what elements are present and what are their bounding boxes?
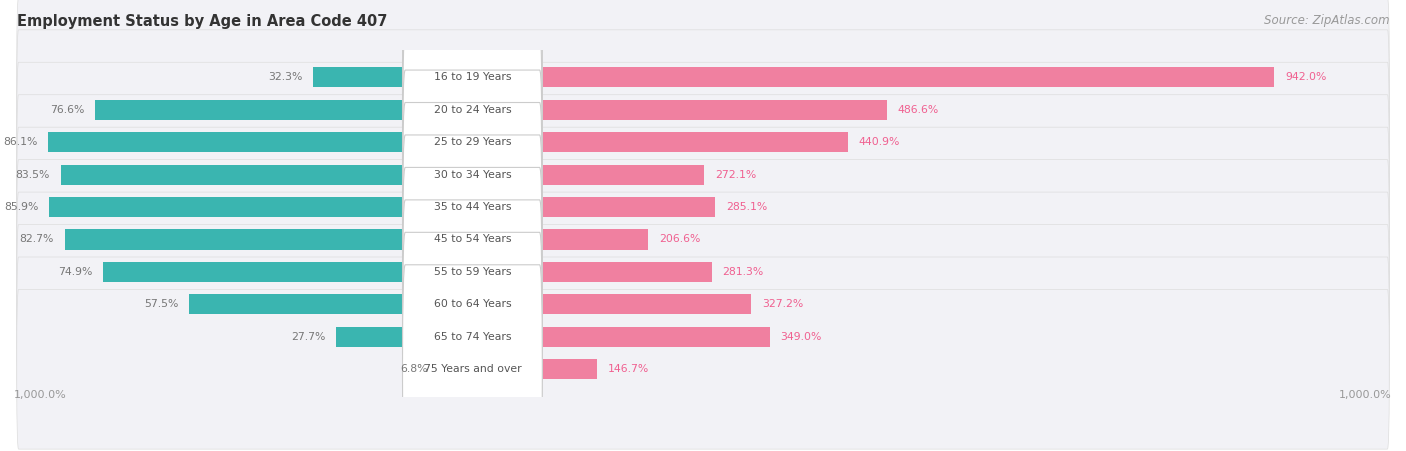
Bar	[472, 132, 848, 152]
Text: 6.8%: 6.8%	[401, 364, 429, 374]
Bar	[472, 295, 751, 314]
FancyBboxPatch shape	[17, 225, 1389, 384]
Text: 146.7%: 146.7%	[607, 364, 650, 374]
Text: Employment Status by Age in Area Code 407: Employment Status by Age in Area Code 40…	[17, 14, 387, 28]
Text: 349.0%: 349.0%	[780, 332, 821, 342]
Bar	[103, 262, 472, 282]
FancyBboxPatch shape	[17, 290, 1389, 449]
Text: 74.9%: 74.9%	[58, 267, 93, 277]
Text: 1,000.0%: 1,000.0%	[1339, 390, 1392, 400]
FancyBboxPatch shape	[402, 200, 543, 409]
Text: 1,000.0%: 1,000.0%	[14, 390, 67, 400]
Text: 76.6%: 76.6%	[49, 105, 84, 115]
Text: 83.5%: 83.5%	[15, 170, 51, 179]
Bar	[472, 197, 716, 217]
Bar	[188, 295, 472, 314]
Text: 206.6%: 206.6%	[659, 235, 700, 244]
Text: 272.1%: 272.1%	[714, 170, 756, 179]
Bar	[472, 165, 704, 184]
FancyBboxPatch shape	[17, 0, 1389, 157]
FancyBboxPatch shape	[17, 192, 1389, 352]
Text: 65 to 74 Years: 65 to 74 Years	[433, 332, 512, 342]
FancyBboxPatch shape	[17, 257, 1389, 417]
Text: 55 to 59 Years: 55 to 59 Years	[433, 267, 512, 277]
FancyBboxPatch shape	[17, 127, 1389, 287]
Bar	[472, 359, 598, 379]
Text: 20 to 24 Years: 20 to 24 Years	[433, 105, 512, 115]
Text: 35 to 44 Years: 35 to 44 Years	[433, 202, 512, 212]
Text: 85.9%: 85.9%	[4, 202, 38, 212]
Text: Source: ZipAtlas.com: Source: ZipAtlas.com	[1264, 14, 1389, 27]
Bar	[472, 100, 887, 120]
FancyBboxPatch shape	[17, 30, 1389, 189]
Bar	[48, 132, 472, 152]
FancyBboxPatch shape	[402, 70, 543, 279]
Bar	[336, 327, 472, 347]
Bar	[439, 359, 472, 379]
FancyBboxPatch shape	[402, 135, 543, 344]
FancyBboxPatch shape	[402, 167, 543, 377]
FancyBboxPatch shape	[402, 232, 543, 442]
FancyBboxPatch shape	[17, 160, 1389, 319]
Bar	[314, 67, 472, 87]
Bar	[472, 67, 1274, 87]
Text: 281.3%: 281.3%	[723, 267, 763, 277]
FancyBboxPatch shape	[402, 265, 543, 451]
Text: 27.7%: 27.7%	[291, 332, 325, 342]
Bar	[472, 327, 769, 347]
Text: 440.9%: 440.9%	[859, 137, 900, 147]
Bar	[49, 197, 472, 217]
Text: 60 to 64 Years: 60 to 64 Years	[433, 299, 512, 309]
Text: 45 to 54 Years: 45 to 54 Years	[433, 235, 512, 244]
Text: 25 to 29 Years: 25 to 29 Years	[433, 137, 512, 147]
Text: 30 to 34 Years: 30 to 34 Years	[433, 170, 512, 179]
FancyBboxPatch shape	[17, 95, 1389, 254]
Text: 942.0%: 942.0%	[1285, 72, 1327, 82]
Bar	[472, 262, 711, 282]
FancyBboxPatch shape	[402, 5, 543, 214]
Bar	[472, 230, 648, 249]
Text: 486.6%: 486.6%	[897, 105, 939, 115]
Text: 57.5%: 57.5%	[143, 299, 179, 309]
Bar	[65, 230, 472, 249]
Bar	[94, 100, 472, 120]
Text: 32.3%: 32.3%	[269, 72, 302, 82]
Text: 75 Years and over: 75 Years and over	[423, 364, 522, 374]
FancyBboxPatch shape	[17, 62, 1389, 222]
Text: 327.2%: 327.2%	[762, 299, 803, 309]
FancyBboxPatch shape	[402, 102, 543, 312]
Text: 285.1%: 285.1%	[725, 202, 768, 212]
FancyBboxPatch shape	[402, 0, 543, 182]
Text: 82.7%: 82.7%	[20, 235, 53, 244]
Bar	[60, 165, 472, 184]
Text: 86.1%: 86.1%	[3, 137, 37, 147]
FancyBboxPatch shape	[402, 37, 543, 247]
Text: 16 to 19 Years: 16 to 19 Years	[433, 72, 512, 82]
